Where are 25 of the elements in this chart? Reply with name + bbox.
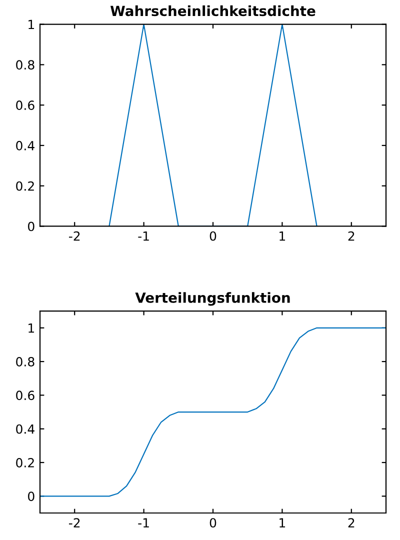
x-tick-label: -2	[68, 231, 80, 241]
x-tick-label: -1	[138, 518, 149, 528]
chart-title: Wahrscheinlichkeitsdichte	[110, 5, 316, 16]
y-tick-label: 0.8	[16, 60, 34, 70]
y-tick-label: 0.4	[16, 140, 34, 150]
y-tick-label: 0.8	[16, 357, 34, 366]
x-tick-label: 2	[348, 518, 354, 528]
x-tick-label: 0	[210, 518, 216, 528]
x-tick-label: 0	[210, 231, 216, 241]
y-tick-label: 0	[28, 222, 34, 232]
y-tick-label: 0.6	[16, 100, 34, 110]
x-tick-label: -1	[138, 231, 149, 241]
y-tick-label: 1	[28, 324, 34, 333]
chart-title: Verteilungsfunktion	[135, 292, 290, 306]
y-tick-label: 0	[28, 492, 34, 502]
y-tick-label: 0.6	[16, 390, 34, 400]
x-tick-label: 2	[348, 231, 354, 241]
y-tick-label: 1	[28, 20, 34, 30]
y-tick-label: 0.2	[16, 181, 34, 191]
x-tick-label: -2	[68, 518, 80, 528]
y-tick-label: 0.4	[16, 424, 34, 434]
line-series	[40, 327, 386, 497]
y-tick-label: 0.2	[16, 458, 34, 468]
x-tick-label: 1	[280, 231, 286, 241]
x-tick-label: 1	[280, 518, 286, 528]
